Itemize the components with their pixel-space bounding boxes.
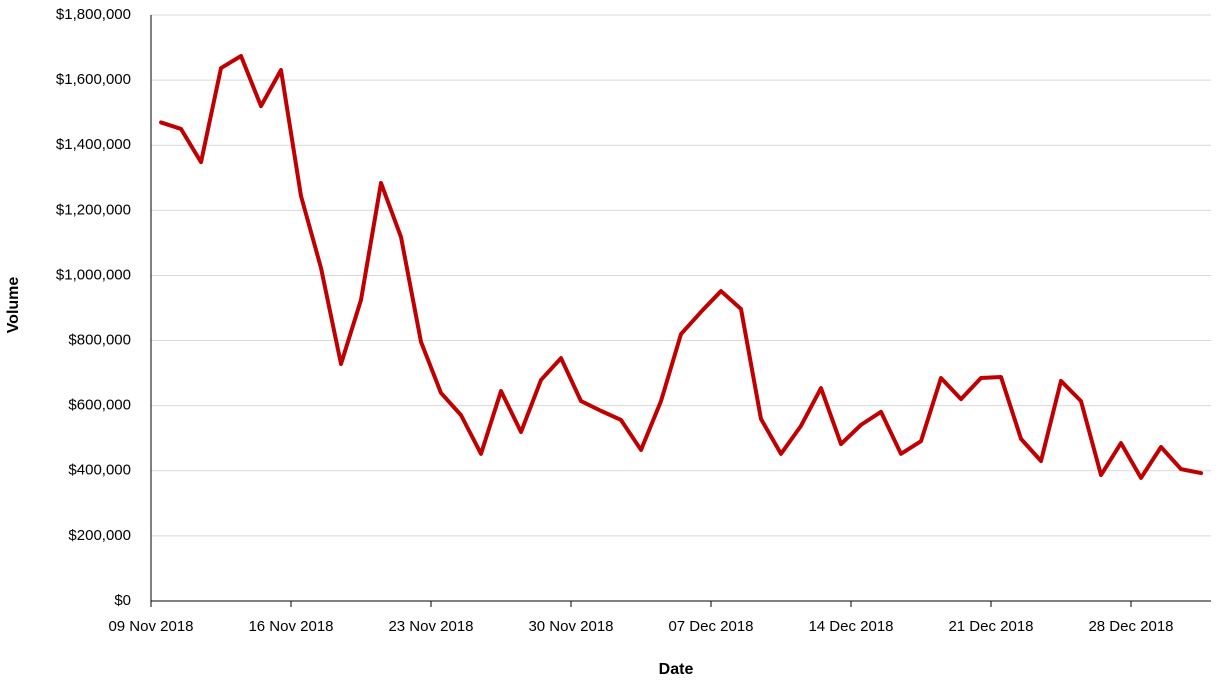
y-axis-title: Volume — [5, 277, 22, 334]
x-tick-label: 14 Dec 2018 — [808, 618, 893, 635]
y-tick-label: $200,000 — [68, 527, 131, 544]
y-tick-label: $0 — [114, 592, 131, 609]
x-tick-label: 23 Nov 2018 — [388, 618, 473, 635]
y-tick-label: $600,000 — [68, 397, 131, 414]
data-line — [159, 54, 1203, 480]
x-tick-label: 30 Nov 2018 — [528, 618, 613, 635]
y-tick-label: $1,200,000 — [56, 201, 131, 218]
x-tick-label: 28 Dec 2018 — [1088, 618, 1173, 635]
x-tick-label: 21 Dec 2018 — [948, 618, 1033, 635]
y-tick-label: $400,000 — [68, 462, 131, 479]
y-tick-label: $1,800,000 — [56, 6, 131, 23]
y-tick-label: $1,000,000 — [56, 266, 131, 283]
x-tick-label: 16 Nov 2018 — [248, 618, 333, 635]
y-tick-label: $1,600,000 — [56, 71, 131, 88]
x-tick-label: 07 Dec 2018 — [668, 618, 753, 635]
x-axis-title: Date — [659, 661, 694, 678]
y-tick-label: $800,000 — [68, 332, 131, 349]
y-tick-label: $1,400,000 — [56, 136, 131, 153]
x-tick-label: 09 Nov 2018 — [108, 618, 193, 635]
